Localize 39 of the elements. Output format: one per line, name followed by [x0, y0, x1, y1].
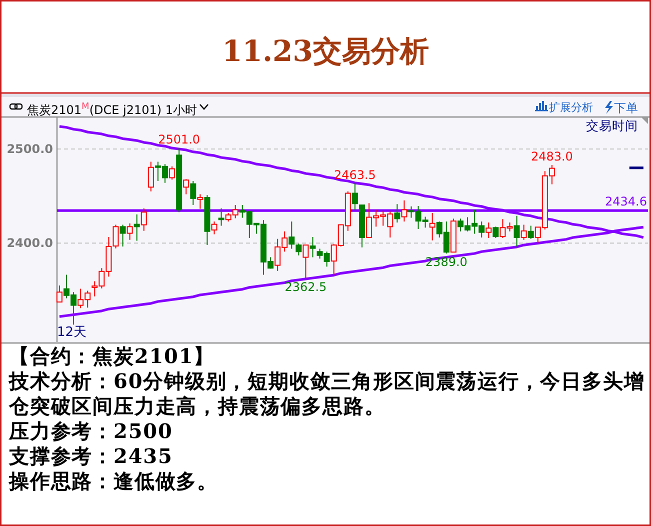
candlestick	[394, 204, 400, 223]
candlestick	[120, 224, 126, 247]
candlestick	[126, 222, 133, 240]
text: 支撑参考：2435	[9, 444, 174, 469]
candlestick	[302, 244, 309, 279]
y-tick-label: 2400.0	[6, 236, 53, 250]
candlestick	[310, 236, 316, 258]
candlestick	[218, 208, 224, 226]
chart-subtitle: 焦炭2101$^{M}$(DCE j2101) 1小时	[27, 101, 198, 118]
ref-line-label: 2434.6	[605, 194, 647, 209]
annotation: 2463.5	[334, 168, 376, 182]
candlestick	[352, 182, 358, 210]
y-tick-label: 2500.0	[6, 142, 53, 156]
annotation: 2389.0	[425, 255, 468, 270]
candlestick	[140, 208, 147, 232]
annotation: 交易时间	[586, 118, 638, 134]
candlestick	[514, 215, 520, 247]
text: 扩展分析	[549, 100, 593, 116]
candlestick	[176, 148, 182, 213]
candlestick	[429, 212, 436, 241]
text: 技术分析：60分钟级别，短期收敛三角形区间震荡运行，今日多头增仓突破区间压力走高，持震荡偏多思路。	[9, 369, 646, 419]
text: 【合约：焦炭2101】	[9, 344, 216, 369]
candlestick	[190, 180, 196, 206]
candlestick	[204, 194, 210, 246]
candlestick	[401, 200, 408, 222]
annotation: 12天	[57, 325, 87, 341]
text: 操作思路：逢低做多。	[9, 469, 219, 494]
text: 压力参考：2500	[9, 419, 174, 444]
text: 下单	[614, 100, 638, 116]
annotation: 2501.0	[158, 132, 200, 147]
candlestick	[148, 161, 154, 192]
candlestick	[486, 222, 492, 238]
annotation: 2362.5	[284, 280, 327, 294]
chart-title: 11.23交易分析	[221, 33, 430, 70]
candlestick	[197, 194, 204, 210]
annotation: 2483.0	[530, 150, 573, 164]
candlestick	[134, 214, 140, 242]
candlestick	[288, 221, 295, 250]
candlestick	[528, 225, 534, 240]
